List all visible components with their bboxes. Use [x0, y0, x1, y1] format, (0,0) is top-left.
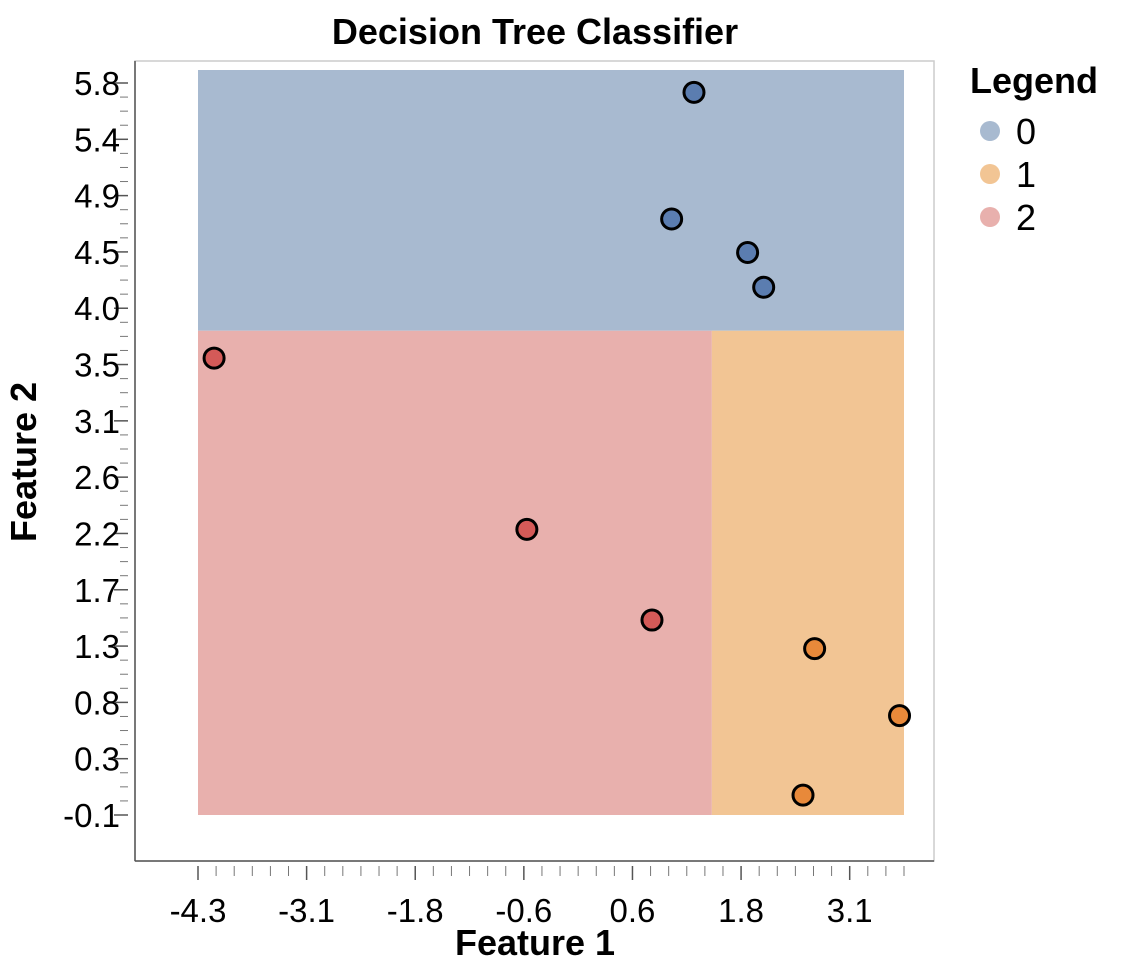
x-tick-label: 0.6 [610, 892, 656, 929]
x-tick-label: 1.8 [718, 892, 764, 929]
y-tick-label: -0.1 [63, 797, 120, 834]
data-point-class-0 [752, 275, 776, 299]
x-tick-label: -1.8 [387, 892, 444, 929]
data-point-class-1 [803, 637, 827, 661]
data-point-class-2 [202, 346, 226, 370]
legend-label-1: 1 [1016, 154, 1036, 195]
y-tick-label: 0.8 [74, 684, 120, 721]
legend-marker-2 [980, 207, 1000, 227]
y-tick-label: 3.5 [74, 347, 120, 384]
y-tick-label: 2.6 [74, 459, 120, 496]
region-class-2 [198, 330, 712, 815]
y-tick-label: 5.4 [74, 121, 120, 158]
y-tick-label: 1.3 [74, 628, 120, 665]
legend-marker-0 [980, 121, 1000, 141]
legend-title: Legend [970, 60, 1098, 101]
y-tick-label: 1.7 [74, 572, 120, 609]
y-axis-ticks: 5.8 5.4 4.9 4.5 4.0 3.5 3.1 2.6 2.2 1.7 1.3 0.8 0.3 -… [63, 65, 128, 834]
data-point-class-0 [682, 80, 706, 104]
y-tick-label: 4.5 [74, 234, 120, 271]
chart-title: Decision Tree Classifier [332, 11, 738, 52]
data-point-class-2 [640, 608, 664, 632]
region-class-1 [711, 330, 904, 815]
data-point-class-0 [660, 207, 684, 231]
legend-label-2: 2 [1016, 197, 1036, 238]
legend-label-0: 0 [1016, 111, 1036, 152]
x-axis-ticks: -4.3 -3.1 -1.8 -0.6 0.6 1.8 3.1 [170, 866, 905, 929]
legend: Legend 012 [970, 60, 1098, 238]
x-tick-label: 3.1 [827, 892, 873, 929]
region-class-0 [198, 70, 904, 331]
data-points [202, 80, 912, 807]
x-axis-label: Feature 1 [455, 922, 615, 963]
y-tick-label: 4.0 [74, 290, 120, 327]
x-tick-label: -4.3 [170, 892, 227, 929]
data-point-class-1 [791, 783, 815, 807]
y-tick-label: 2.2 [74, 515, 120, 552]
y-tick-label: 5.8 [74, 65, 120, 102]
x-tick-label: -0.6 [495, 892, 552, 929]
legend-marker-1 [980, 164, 1000, 184]
y-tick-label: 0.3 [74, 741, 120, 778]
data-point-class-2 [515, 517, 539, 541]
data-point-class-1 [888, 704, 912, 728]
x-tick-label: -3.1 [278, 892, 335, 929]
data-point-class-0 [736, 241, 760, 265]
decision-regions [198, 70, 904, 815]
y-tick-label: 4.9 [74, 178, 120, 215]
y-axis-label: Feature 2 [3, 382, 44, 542]
y-tick-label: 3.1 [74, 403, 120, 440]
